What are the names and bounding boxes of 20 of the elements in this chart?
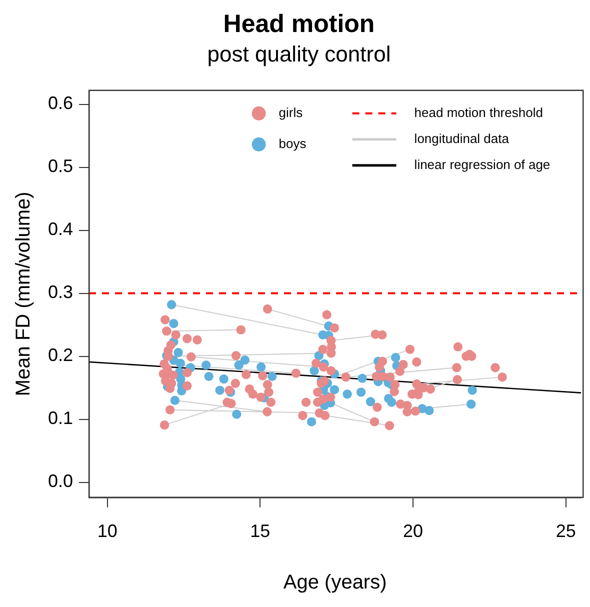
x-tick-label: 20 <box>403 521 424 542</box>
legend-label: girls <box>278 104 304 120</box>
y-tick-label: 0.5 <box>48 156 74 176</box>
y-tick-label: 0.0 <box>48 471 74 492</box>
x-axis-title: Age (years) <box>283 572 387 594</box>
y-tick-label: 0.1 <box>48 408 74 428</box>
y-tick-label: 0.6 <box>48 93 74 114</box>
legend-label: head motion threshold <box>414 104 543 120</box>
legend-label: boys <box>278 136 307 151</box>
legend-label: linear regression of age <box>414 156 550 172</box>
x-tick-label: 10 <box>97 521 118 542</box>
y-tick-label: 0.3 <box>48 282 74 302</box>
y-tick-label: 0.2 <box>48 345 74 366</box>
y-tick-label: 0.4 <box>48 219 74 240</box>
legend-label: longitudinal data <box>414 130 510 146</box>
chart-title: Head motion <box>223 10 375 38</box>
x-tick-label: 25 <box>556 521 576 542</box>
chart-subtitle: post quality control <box>207 41 391 66</box>
x-tick-label: 15 <box>250 521 270 542</box>
y-axis-title: Mean FD (mm/volume) <box>12 192 35 396</box>
